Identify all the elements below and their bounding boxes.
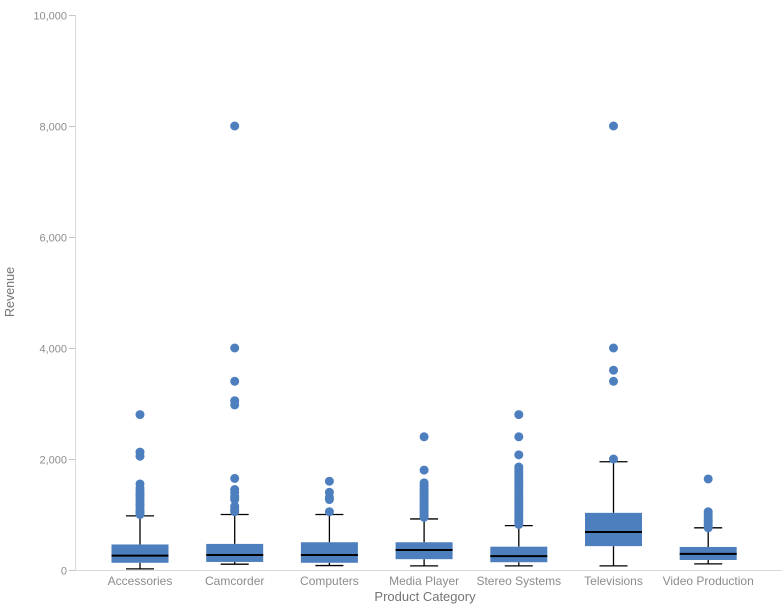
outlier-dot[interactable] [135, 410, 145, 420]
outlier-dot[interactable] [230, 495, 240, 505]
y-tick-label: 0 [61, 566, 67, 578]
outlier-dot[interactable] [419, 465, 429, 475]
outlier-dot[interactable] [135, 451, 145, 461]
outlier-dot[interactable] [609, 376, 618, 386]
outlier-dot[interactable] [514, 432, 524, 442]
outlier-dot[interactable] [324, 495, 334, 505]
y-tick-label: 4,000 [39, 344, 67, 356]
outlier-dot[interactable] [324, 476, 334, 486]
axis-labels: 0 2,000 4,000 6,000 8,000 10,000 Accessories Ca… [33, 11, 753, 589]
x-category-label-stereo-systems: Stereo Systems [476, 574, 561, 588]
x-category-label-accessories: Accessories [108, 574, 173, 588]
x-category-label-video-production: Video Production [663, 574, 754, 588]
outlier-dot[interactable] [230, 400, 240, 410]
box-camcorder[interactable] [206, 543, 264, 562]
outlier-dot[interactable] [609, 121, 618, 131]
x-category-label-televisions: Televisions [584, 574, 643, 588]
boxplot-camcorder [206, 121, 264, 565]
outlier-dot[interactable] [419, 512, 429, 522]
y-tick-label: 10,000 [33, 11, 67, 23]
outlier-dot[interactable] [230, 343, 240, 353]
box-accessories[interactable] [111, 544, 169, 563]
outlier-dot[interactable] [514, 519, 524, 529]
x-category-label-media-player: Media Player [389, 574, 459, 588]
y-tick-label: 2,000 [39, 455, 67, 467]
x-category-label-camcorder: Camcorder [205, 574, 264, 588]
box-televisions[interactable] [585, 512, 642, 547]
boxplot-televisions [585, 121, 642, 567]
outlier-dot[interactable] [230, 121, 240, 131]
boxplot-computers [300, 476, 358, 567]
outlier-dot[interactable] [514, 450, 524, 460]
outlier-dot[interactable] [230, 473, 240, 483]
y-axis-title: Revenue [3, 267, 17, 317]
y-tick-label: 6,000 [39, 233, 67, 245]
box-stereo-systems[interactable] [490, 546, 548, 563]
outlier-dot[interactable] [419, 432, 429, 442]
outlier-dot[interactable] [609, 454, 618, 464]
outlier-dot[interactable] [514, 410, 524, 420]
outlier-dot[interactable] [230, 507, 240, 517]
outlier-dot[interactable] [609, 343, 618, 353]
box-plots [111, 121, 737, 570]
y-tick-label: 8,000 [39, 122, 67, 134]
boxplot-video-production [679, 474, 737, 565]
outlier-dot[interactable] [609, 365, 618, 375]
outlier-dot[interactable] [324, 507, 334, 517]
outlier-dot[interactable] [703, 523, 713, 533]
x-axis-title: Product Category [374, 589, 476, 604]
outlier-dot[interactable] [230, 376, 240, 386]
x-category-label-computers: Computers [300, 574, 359, 588]
outlier-dot[interactable] [135, 510, 145, 519]
boxplot-stereo-systems [490, 410, 548, 567]
axes [69, 15, 782, 571]
boxplot-media-player [395, 432, 453, 567]
boxplot-accessories [111, 410, 169, 570]
box-computers[interactable] [300, 542, 358, 563]
outlier-dot[interactable] [703, 474, 713, 484]
